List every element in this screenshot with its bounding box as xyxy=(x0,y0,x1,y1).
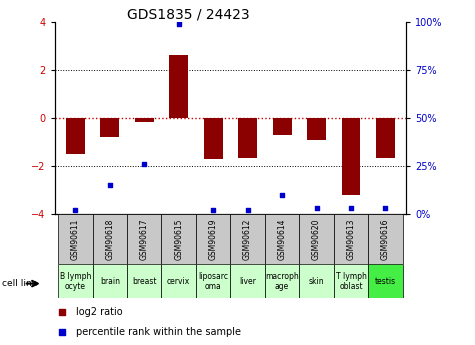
Text: log2 ratio: log2 ratio xyxy=(76,307,123,317)
Text: liposarc
oma: liposarc oma xyxy=(198,272,228,290)
Point xyxy=(106,183,114,188)
Text: skin: skin xyxy=(309,277,324,286)
Bar xyxy=(368,214,403,264)
Bar xyxy=(169,55,188,118)
Text: T lymph
oblast: T lymph oblast xyxy=(335,272,366,290)
Bar xyxy=(299,214,334,264)
Text: GSM90614: GSM90614 xyxy=(277,218,286,260)
Text: GSM90616: GSM90616 xyxy=(381,218,390,260)
Bar xyxy=(273,118,292,135)
Bar xyxy=(196,214,230,264)
Title: GDS1835 / 24423: GDS1835 / 24423 xyxy=(127,7,249,21)
Text: GSM90619: GSM90619 xyxy=(209,218,218,260)
Bar xyxy=(342,118,361,195)
Bar xyxy=(93,264,127,298)
Bar xyxy=(100,118,119,137)
Bar xyxy=(196,264,230,298)
Bar xyxy=(135,118,154,122)
Bar xyxy=(204,118,223,159)
Bar xyxy=(127,264,162,298)
Point xyxy=(278,192,286,197)
Text: cell line: cell line xyxy=(2,279,38,288)
Bar xyxy=(58,264,93,298)
Text: liver: liver xyxy=(239,277,256,286)
Text: brain: brain xyxy=(100,277,120,286)
Point xyxy=(313,205,320,211)
Text: GSM90620: GSM90620 xyxy=(312,218,321,260)
Bar xyxy=(162,264,196,298)
Bar xyxy=(265,214,299,264)
Text: B lymph
ocyte: B lymph ocyte xyxy=(60,272,91,290)
Text: GSM90615: GSM90615 xyxy=(174,218,183,260)
Point xyxy=(58,329,66,334)
Bar xyxy=(376,118,395,158)
Bar xyxy=(299,264,334,298)
Text: GSM90611: GSM90611 xyxy=(71,218,80,259)
Text: GSM90617: GSM90617 xyxy=(140,218,149,260)
Bar xyxy=(334,214,368,264)
Bar xyxy=(58,214,93,264)
Bar xyxy=(93,214,127,264)
Bar xyxy=(238,118,257,158)
Point xyxy=(175,22,182,27)
Bar xyxy=(127,214,162,264)
Bar xyxy=(307,118,326,140)
Point xyxy=(244,207,251,213)
Point xyxy=(141,161,148,167)
Bar xyxy=(230,214,265,264)
Point xyxy=(58,309,66,315)
Text: breast: breast xyxy=(132,277,156,286)
Text: cervix: cervix xyxy=(167,277,190,286)
Point xyxy=(209,207,217,213)
Point xyxy=(72,207,79,213)
Point xyxy=(381,205,389,211)
Point xyxy=(347,205,355,211)
Text: GSM90618: GSM90618 xyxy=(105,218,114,259)
Text: macroph
age: macroph age xyxy=(265,272,299,290)
Bar xyxy=(162,214,196,264)
Text: GSM90612: GSM90612 xyxy=(243,218,252,259)
Bar xyxy=(66,118,85,154)
Bar xyxy=(334,264,368,298)
Bar xyxy=(265,264,299,298)
Text: GSM90613: GSM90613 xyxy=(346,218,355,260)
Text: percentile rank within the sample: percentile rank within the sample xyxy=(76,327,241,337)
Bar xyxy=(368,264,403,298)
Text: testis: testis xyxy=(375,277,396,286)
Bar xyxy=(230,264,265,298)
